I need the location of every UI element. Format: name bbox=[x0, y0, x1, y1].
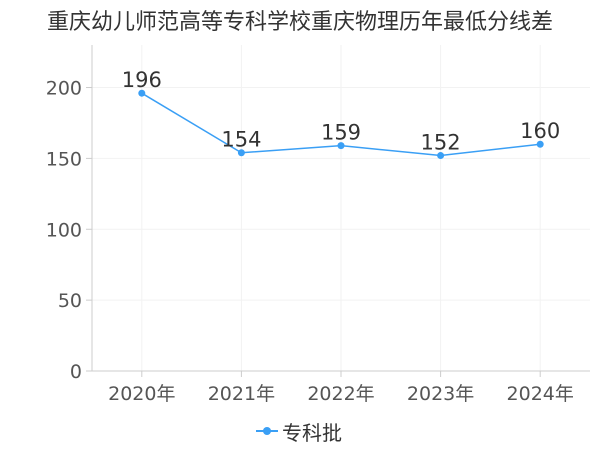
y-tick-label: 150 bbox=[46, 148, 82, 170]
x-tick-label: 2022年 bbox=[307, 383, 374, 405]
x-tick-label: 2020年 bbox=[108, 383, 175, 405]
data-label: 152 bbox=[421, 131, 461, 155]
x-axis-ticks: 2020年 2021年 2022年 2023年 2024年 bbox=[108, 371, 574, 405]
x-tick-label: 2021年 bbox=[208, 383, 275, 405]
y-tick-label: 200 bbox=[46, 78, 82, 100]
data-label: 196 bbox=[122, 68, 162, 92]
y-tick-label: 50 bbox=[58, 290, 82, 312]
data-point bbox=[437, 152, 445, 160]
data-point bbox=[536, 140, 544, 148]
chart-title: 重庆幼儿师范高等专科学校重庆物理历年最低分线差 bbox=[46, 10, 553, 35]
legend-marker-icon bbox=[256, 424, 278, 438]
data-label: 160 bbox=[520, 119, 560, 143]
series-group: 196 154 159 152 160 bbox=[122, 68, 560, 160]
y-tick-label: 0 bbox=[70, 361, 82, 383]
grid-lines bbox=[92, 45, 590, 371]
x-tick-label: 2024年 bbox=[507, 383, 574, 405]
data-point bbox=[337, 142, 345, 150]
y-tick-label: 100 bbox=[46, 219, 82, 241]
legend[interactable]: 专科批 bbox=[256, 418, 342, 445]
data-point bbox=[237, 149, 245, 157]
data-point bbox=[138, 89, 146, 97]
data-label: 154 bbox=[221, 128, 261, 152]
x-tick-label: 2023年 bbox=[407, 383, 474, 405]
y-axis-ticks: 0 50 100 150 200 bbox=[46, 78, 92, 383]
data-label: 159 bbox=[321, 121, 361, 145]
legend-label: 专科批 bbox=[282, 420, 342, 445]
